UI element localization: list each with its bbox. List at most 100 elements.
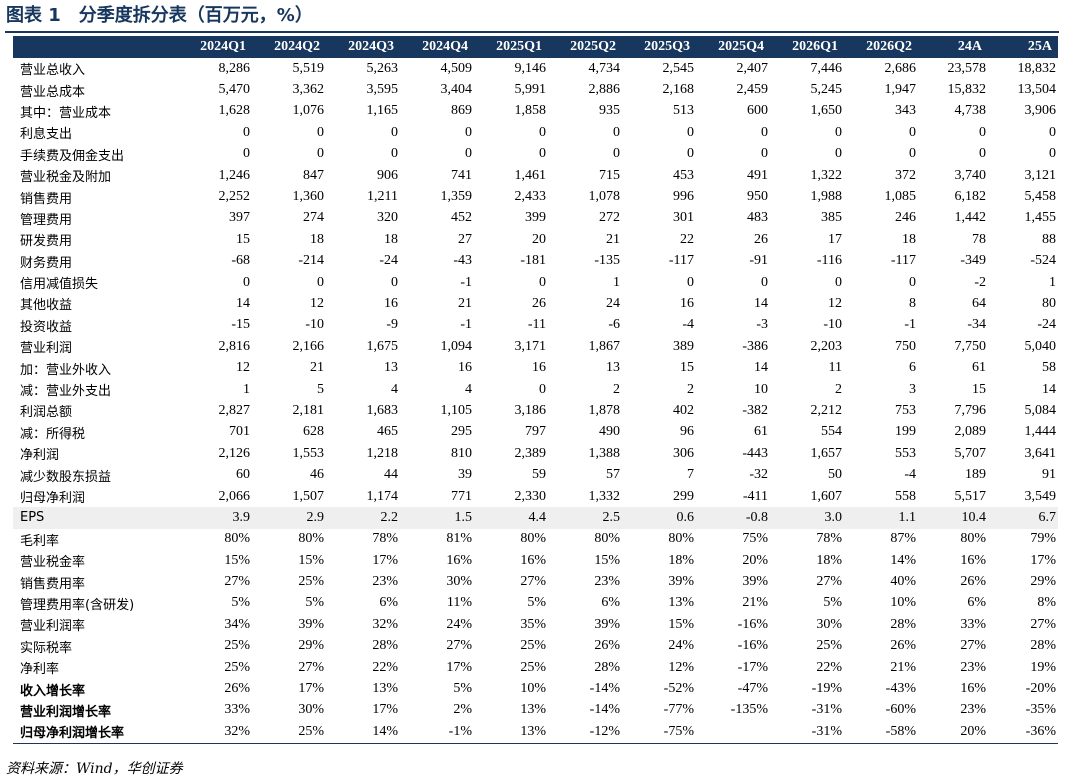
column-header: 2024Q1	[178, 36, 252, 58]
table-row: 营业总收入 8,286 5,519 5,263 4,509 9,146 4,734 2,545…	[13, 58, 1058, 79]
value-cell: -58%	[844, 721, 918, 744]
column-header: 2025Q4	[696, 36, 770, 58]
value-cell: 30%	[298, 702, 324, 718]
value-cell: 2,066	[218, 488, 251, 504]
table-row: 营业利润率 34% 39% 32% 24% 35% 39% 15% -16% 30% 28% 33% 2…	[13, 614, 1058, 635]
value-cell: 4.4	[474, 507, 548, 529]
value-cell: 1,683	[366, 402, 399, 418]
value-cell: 9,146	[514, 60, 547, 76]
value-cell: 14%	[326, 721, 400, 744]
title-divider	[5, 31, 1059, 33]
value-cell: -411	[742, 488, 768, 504]
table-row: 其中：营业成本 1,628 1,076 1,165 869 1,858 935 513 600 1…	[13, 101, 1058, 122]
value-cell: 14	[1042, 381, 1056, 397]
value-cell: 996	[673, 189, 694, 205]
value-cell: 14	[754, 360, 768, 376]
value-cell: 16%	[960, 681, 986, 697]
value-cell: 3,740	[954, 167, 987, 183]
value-cell: 906	[377, 167, 398, 183]
value-cell: 0	[539, 124, 546, 140]
value-cell: 5,519	[292, 60, 325, 76]
value-cell: 1,332	[588, 488, 621, 504]
table-row: 毛利率 80% 80% 78% 81% 80% 80% 80% 75% 78% 87% 80% 79%	[13, 529, 1058, 550]
value-cell: 75%	[742, 531, 768, 547]
value-cell: -60%	[885, 702, 916, 718]
value-cell: 1.1	[844, 507, 918, 529]
value-cell: 0	[1049, 146, 1056, 162]
value-cell: -4	[904, 467, 916, 483]
table-row: 信用减值损失 0 0 0 -1 0 1 0 0 0 0 -2 1	[13, 272, 1058, 293]
value-cell: 5,458	[1024, 189, 1057, 205]
value-cell: 15%	[298, 552, 324, 568]
value-cell: 25%	[816, 638, 842, 654]
column-header: 25A	[988, 36, 1058, 58]
value-cell: 35%	[520, 616, 546, 632]
value-cell: 23%	[594, 574, 620, 590]
table-header-row: 2024Q1 2024Q2 2024Q3 2024Q4 2025Q1 2025Q2 2025…	[13, 36, 1058, 58]
value-cell: 16	[680, 295, 694, 311]
value-cell: 39%	[668, 574, 694, 590]
table-row: 营业利润 2,816 2,166 1,675 1,094 3,171 1,867 389 -38…	[13, 336, 1058, 357]
source-note: 资料来源：Wind，华创证券	[6, 761, 183, 777]
row-label: 实际税率	[20, 640, 73, 656]
row-label: 营业总成本	[20, 84, 86, 100]
value-cell: 0	[761, 146, 768, 162]
value-cell: 320	[377, 210, 398, 226]
value-cell: -349	[960, 253, 986, 269]
value-cell: -12%	[548, 721, 622, 744]
value-cell: 0	[539, 381, 546, 397]
value-cell: 7,446	[810, 60, 843, 76]
value-cell: 15	[236, 231, 250, 247]
value-cell: -32	[749, 467, 768, 483]
row-label: 加：营业外收入	[20, 362, 112, 378]
value-cell: 12	[236, 360, 250, 376]
value-cell: 17%	[446, 659, 472, 675]
value-cell: 0	[909, 124, 916, 140]
value-cell: 40%	[890, 574, 916, 590]
value-cell: 78%	[816, 531, 842, 547]
value-cell: -6	[608, 317, 620, 333]
value-cell: 1,246	[218, 167, 251, 183]
value-cell: 11	[828, 360, 842, 376]
value-cell: 61	[972, 360, 986, 376]
value-cell: 30%	[446, 574, 472, 590]
value-cell: 15%	[668, 616, 694, 632]
value-cell: 13	[384, 360, 398, 376]
value-cell: -24	[1037, 317, 1056, 333]
table-row: 归母净利润 2,066 1,507 1,174 771 2,330 1,332 299 -411…	[13, 486, 1058, 507]
value-cell: 3,121	[1024, 167, 1057, 183]
value-cell: 847	[303, 167, 324, 183]
value-cell: 0	[761, 124, 768, 140]
value-cell: 46	[310, 467, 324, 483]
value-cell: 1,322	[810, 167, 843, 183]
value-cell: 0	[317, 274, 324, 290]
value-cell: 27%	[298, 659, 324, 675]
value-cell: 20	[532, 231, 546, 247]
value-cell: -3	[756, 317, 768, 333]
value-cell: 0	[465, 146, 472, 162]
value-cell: 600	[747, 103, 768, 119]
value-cell: 1,461	[514, 167, 547, 183]
value-cell: 60	[236, 467, 250, 483]
header-label-cell	[13, 36, 178, 58]
table-row: 利润总额 2,827 2,181 1,683 1,105 3,186 1,878 402 -38…	[13, 400, 1058, 421]
row-label: 营业利润增长率	[20, 704, 112, 720]
value-cell: 10%	[520, 681, 546, 697]
value-cell: 13	[606, 360, 620, 376]
value-cell: 2,212	[810, 402, 843, 418]
value-cell: 14	[754, 295, 768, 311]
value-cell: 27%	[816, 574, 842, 590]
value-cell: 20%	[742, 552, 768, 568]
value-cell: 4	[465, 381, 472, 397]
value-cell: 0	[687, 146, 694, 162]
value-cell: 274	[303, 210, 324, 226]
value-cell: 5,245	[810, 82, 843, 98]
value-cell: 553	[895, 445, 916, 461]
value-cell: 27%	[1030, 616, 1056, 632]
table-row: 收入增长率 26% 17% 13% 5% 10% -14% -52% -47% -19% -43% 1…	[13, 678, 1058, 699]
value-cell: 1,607	[810, 488, 843, 504]
value-cell: -135%	[730, 702, 768, 718]
row-label: 财务费用	[20, 255, 73, 271]
value-cell: 21	[310, 360, 324, 376]
value-cell: 554	[821, 424, 842, 440]
